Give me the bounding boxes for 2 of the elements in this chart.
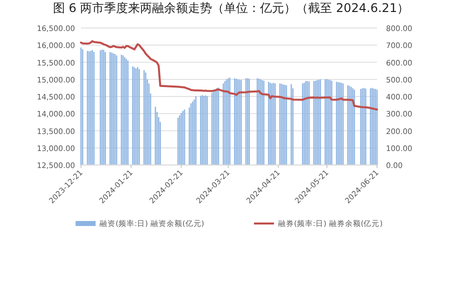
chart-title: 图 6 两市季度来两融余额走势（单位：亿元）（截至 2024.6.21） [52, 1, 410, 15]
line-series [80, 40, 378, 111]
